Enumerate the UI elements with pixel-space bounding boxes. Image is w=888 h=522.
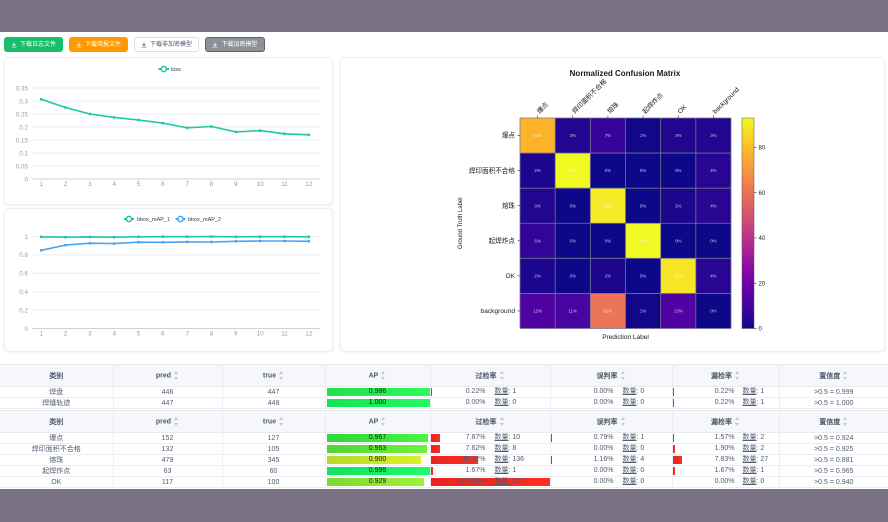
- svg-text:0: 0: [759, 327, 763, 333]
- svg-text:0%: 0%: [605, 168, 611, 173]
- svg-text:3%: 3%: [710, 133, 716, 138]
- svg-text:爆点: 爆点: [502, 131, 516, 140]
- svg-text:2%: 2%: [534, 168, 540, 173]
- svg-text:3%: 3%: [534, 203, 540, 208]
- svg-text:11: 11: [281, 181, 288, 188]
- svg-text:焊印面积不合格: 焊印面积不合格: [469, 166, 516, 175]
- svg-text:5: 5: [137, 181, 141, 188]
- svg-text:9: 9: [234, 331, 238, 338]
- svg-text:0%: 0%: [640, 273, 646, 278]
- svg-text:熔珠: 熔珠: [605, 100, 621, 116]
- svg-text:0.15: 0.15: [16, 137, 29, 144]
- svg-text:93%: 93%: [639, 238, 648, 243]
- svg-text:12: 12: [305, 331, 313, 338]
- svg-text:爆点: 爆点: [535, 100, 551, 116]
- svg-text:0%: 0%: [640, 168, 646, 173]
- svg-text:2: 2: [64, 181, 68, 188]
- svg-text:0.35: 0.35: [16, 85, 29, 92]
- svg-text:11%: 11%: [569, 309, 578, 314]
- svg-text:background: background: [712, 86, 741, 115]
- svg-text:loss: loss: [171, 67, 181, 73]
- svg-text:bbox_mAP_1: bbox_mAP_1: [137, 217, 170, 223]
- svg-text:4%: 4%: [710, 273, 716, 278]
- svg-text:7%: 7%: [605, 133, 611, 138]
- svg-text:0.6: 0.6: [19, 271, 28, 278]
- svg-text:Prediction Label: Prediction Label: [602, 334, 649, 341]
- svg-text:7: 7: [185, 181, 189, 188]
- svg-text:1: 1: [39, 181, 43, 188]
- svg-text:60: 60: [759, 191, 766, 197]
- svg-text:10: 10: [257, 331, 265, 338]
- svg-text:3%: 3%: [675, 133, 681, 138]
- svg-text:61%: 61%: [604, 309, 613, 314]
- svg-text:0.8: 0.8: [19, 252, 28, 259]
- svg-text:2: 2: [64, 331, 68, 338]
- svg-text:0.4: 0.4: [19, 289, 28, 296]
- svg-text:5: 5: [137, 331, 141, 338]
- svg-text:6%: 6%: [534, 238, 540, 243]
- svg-text:1: 1: [24, 234, 28, 241]
- svg-text:4%: 4%: [710, 168, 716, 173]
- svg-text:0.05: 0.05: [16, 163, 29, 170]
- svg-text:1%: 1%: [640, 133, 646, 138]
- svg-text:1: 1: [39, 331, 43, 338]
- svg-text:Ground Truth Label: Ground Truth Label: [458, 197, 464, 249]
- svg-text:20: 20: [759, 281, 766, 287]
- svg-text:0%: 0%: [570, 273, 576, 278]
- svg-text:4%: 4%: [710, 203, 716, 208]
- svg-text:0: 0: [24, 326, 28, 333]
- svg-text:Normalized Confusion Matrix: Normalized Confusion Matrix: [570, 69, 681, 78]
- svg-text:3%: 3%: [570, 133, 576, 138]
- svg-text:4: 4: [112, 331, 116, 338]
- svg-text:93%: 93%: [568, 168, 577, 173]
- svg-text:90%: 90%: [604, 203, 613, 208]
- svg-text:40: 40: [759, 236, 766, 242]
- svg-text:6: 6: [161, 181, 165, 188]
- svg-text:0%: 0%: [710, 238, 716, 243]
- svg-text:80: 80: [759, 146, 766, 152]
- svg-text:background: background: [481, 308, 516, 315]
- svg-text:OK: OK: [677, 103, 689, 115]
- svg-text:10: 10: [257, 181, 265, 188]
- svg-text:9: 9: [234, 181, 238, 188]
- svg-text:0%: 0%: [675, 168, 681, 173]
- svg-text:8: 8: [210, 331, 214, 338]
- svg-text:0%: 0%: [605, 238, 611, 243]
- svg-text:bbox_mAP_2: bbox_mAP_2: [188, 217, 221, 223]
- svg-text:7: 7: [185, 331, 189, 338]
- svg-text:0.3: 0.3: [19, 98, 28, 105]
- svg-text:0.25: 0.25: [16, 111, 29, 118]
- svg-text:OK: OK: [505, 273, 515, 280]
- svg-text:4: 4: [112, 181, 116, 188]
- svg-text:0: 0: [24, 176, 28, 183]
- svg-text:熔珠: 熔珠: [502, 201, 516, 210]
- svg-text:0%: 0%: [640, 203, 646, 208]
- svg-text:2%: 2%: [675, 203, 681, 208]
- svg-text:2%: 2%: [534, 273, 540, 278]
- svg-text:8: 8: [210, 181, 214, 188]
- svg-text:11: 11: [281, 331, 288, 338]
- svg-text:0%: 0%: [570, 203, 576, 208]
- svg-text:焊印面积不合格: 焊印面积不合格: [570, 77, 609, 116]
- svg-text:0.2: 0.2: [19, 307, 28, 314]
- svg-text:3: 3: [88, 181, 92, 188]
- svg-text:0%: 0%: [570, 238, 576, 243]
- svg-text:12: 12: [305, 181, 313, 188]
- svg-text:1%: 1%: [640, 309, 646, 314]
- svg-text:12%: 12%: [533, 309, 542, 314]
- svg-text:0.1: 0.1: [19, 150, 28, 157]
- svg-text:0.2: 0.2: [19, 124, 28, 131]
- svg-text:3: 3: [88, 331, 92, 338]
- svg-text:2%: 2%: [605, 273, 611, 278]
- svg-text:起焊炸点: 起焊炸点: [640, 90, 665, 115]
- svg-text:起焊炸点: 起焊炸点: [489, 236, 516, 245]
- svg-text:13%: 13%: [674, 309, 683, 314]
- svg-text:89%: 89%: [674, 273, 683, 278]
- svg-text:0%: 0%: [710, 309, 716, 314]
- svg-text:6: 6: [161, 331, 165, 338]
- svg-text:0%: 0%: [675, 238, 681, 243]
- svg-text:81%: 81%: [533, 133, 542, 138]
